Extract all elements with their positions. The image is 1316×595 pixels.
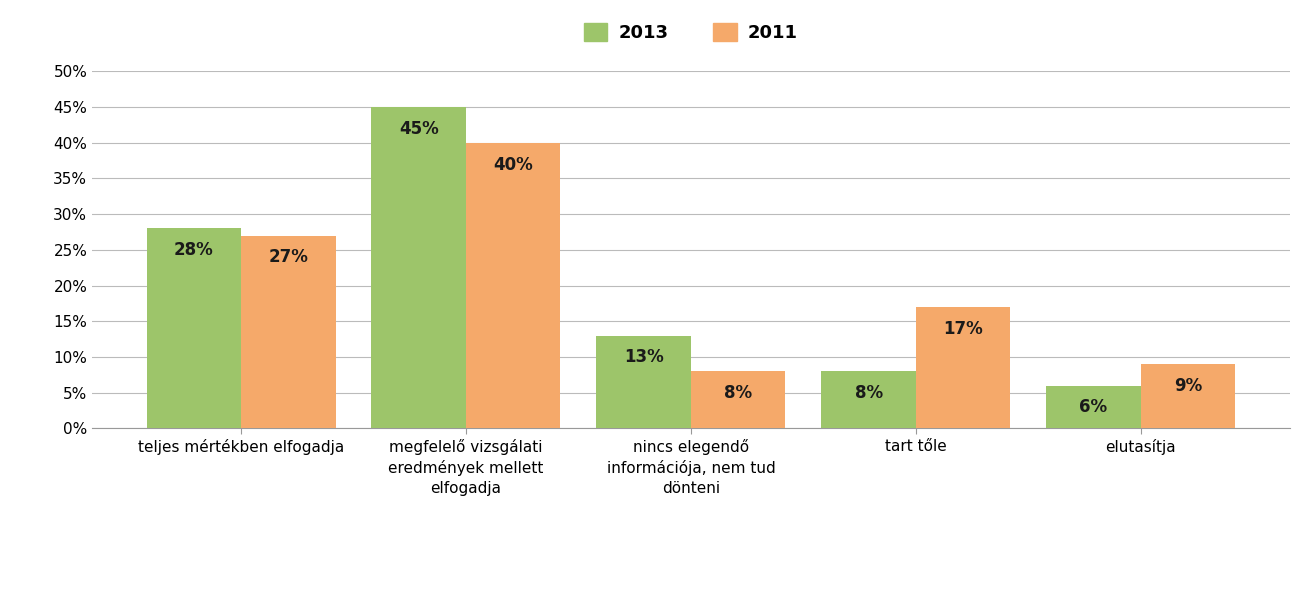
Legend: 2013, 2011: 2013, 2011 [576, 16, 805, 49]
Bar [371, 107, 466, 428]
Text: 27%: 27% [268, 249, 308, 267]
Bar [1141, 364, 1236, 428]
Bar [821, 371, 916, 428]
Bar [146, 228, 241, 428]
Text: 17%: 17% [944, 320, 983, 338]
Bar [1046, 386, 1141, 428]
Bar [466, 143, 561, 428]
Text: 45%: 45% [399, 120, 438, 138]
Text: 6%: 6% [1079, 399, 1108, 416]
Text: 40%: 40% [494, 156, 533, 174]
Text: 9%: 9% [1174, 377, 1202, 395]
Bar [916, 307, 1011, 428]
Text: 13%: 13% [624, 349, 663, 367]
Bar [241, 236, 336, 428]
Text: 8%: 8% [854, 384, 883, 402]
Text: 28%: 28% [174, 242, 213, 259]
Text: 8%: 8% [724, 384, 753, 402]
Bar [596, 336, 691, 428]
Bar [691, 371, 786, 428]
